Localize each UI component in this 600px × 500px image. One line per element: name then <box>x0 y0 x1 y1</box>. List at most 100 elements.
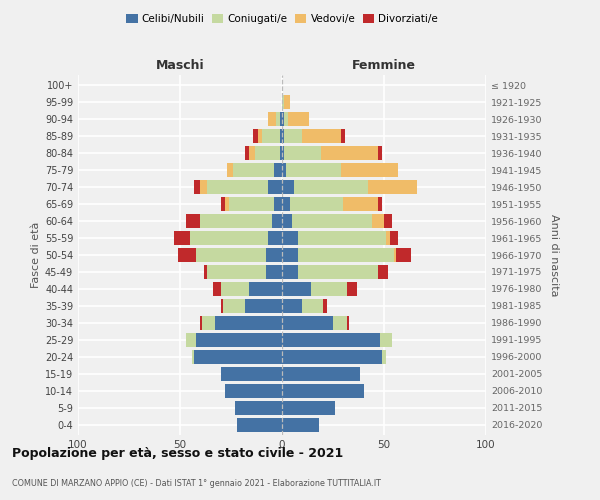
Y-axis label: Fasce di età: Fasce di età <box>31 222 41 288</box>
Bar <box>380 333 392 347</box>
Bar <box>233 163 274 177</box>
Text: Popolazione per età, sesso e stato civile - 2021: Popolazione per età, sesso e stato civil… <box>12 448 343 460</box>
Bar <box>256 146 280 160</box>
Bar <box>282 299 302 313</box>
Bar <box>235 401 282 415</box>
Bar <box>202 316 215 330</box>
Bar <box>298 231 386 245</box>
Bar <box>368 180 416 194</box>
Bar <box>282 401 335 415</box>
Bar <box>386 231 390 245</box>
Bar <box>282 367 359 381</box>
Bar <box>266 248 282 262</box>
Bar <box>282 282 311 296</box>
Bar <box>282 316 333 330</box>
Bar <box>302 129 341 143</box>
Bar <box>341 163 398 177</box>
Bar <box>282 248 298 262</box>
Bar <box>286 163 341 177</box>
Bar <box>237 418 282 432</box>
Y-axis label: Anni di nascita: Anni di nascita <box>549 214 559 296</box>
Bar <box>378 265 388 279</box>
Bar <box>311 282 347 296</box>
Bar <box>290 197 343 211</box>
Bar <box>190 231 268 245</box>
Bar <box>253 129 257 143</box>
Bar <box>229 197 274 211</box>
Bar <box>396 248 410 262</box>
Bar <box>282 214 292 228</box>
Bar <box>268 180 282 194</box>
Bar <box>272 214 282 228</box>
Bar <box>194 350 282 364</box>
Bar <box>280 129 282 143</box>
Bar <box>206 180 268 194</box>
Bar <box>282 231 298 245</box>
Bar <box>262 129 280 143</box>
Bar <box>382 350 386 364</box>
Bar <box>282 163 286 177</box>
Bar <box>221 282 250 296</box>
Bar <box>294 180 368 194</box>
Bar <box>282 265 298 279</box>
Bar <box>200 180 206 194</box>
Bar <box>178 248 196 262</box>
Bar <box>225 197 229 211</box>
Bar <box>212 282 221 296</box>
Bar <box>390 231 398 245</box>
Bar <box>282 384 364 398</box>
Bar <box>245 299 282 313</box>
Bar <box>282 333 380 347</box>
Bar <box>298 248 394 262</box>
Bar <box>225 384 282 398</box>
Bar <box>221 299 223 313</box>
Bar <box>343 197 378 211</box>
Text: COMUNE DI MARZANO APPIO (CE) - Dati ISTAT 1° gennaio 2021 - Elaborazione TUTTITA: COMUNE DI MARZANO APPIO (CE) - Dati ISTA… <box>12 479 381 488</box>
Bar <box>284 112 288 126</box>
Bar <box>282 95 284 109</box>
Bar <box>302 299 323 313</box>
Bar <box>280 112 282 126</box>
Bar <box>174 231 190 245</box>
Bar <box>292 214 372 228</box>
Bar <box>196 248 266 262</box>
Bar <box>333 316 347 330</box>
Bar <box>215 316 282 330</box>
Bar <box>378 197 382 211</box>
Bar <box>341 129 345 143</box>
Bar <box>280 146 282 160</box>
Bar <box>205 265 206 279</box>
Bar <box>276 112 280 126</box>
Bar <box>282 112 284 126</box>
Bar <box>323 299 327 313</box>
Bar <box>372 214 384 228</box>
Bar <box>250 146 256 160</box>
Bar <box>321 146 378 160</box>
Bar <box>284 129 302 143</box>
Bar <box>284 146 321 160</box>
Bar <box>394 248 396 262</box>
Bar <box>245 146 250 160</box>
Bar <box>282 180 294 194</box>
Bar <box>268 231 282 245</box>
Bar <box>206 265 266 279</box>
Bar <box>347 316 349 330</box>
Bar <box>194 180 200 194</box>
Bar <box>223 299 245 313</box>
Bar <box>347 282 358 296</box>
Bar <box>196 333 282 347</box>
Bar <box>200 316 202 330</box>
Bar <box>186 214 200 228</box>
Text: Femmine: Femmine <box>352 60 416 72</box>
Bar <box>282 350 382 364</box>
Bar <box>257 129 262 143</box>
Legend: Celibi/Nubili, Coniugati/e, Vedovi/e, Divorziati/e: Celibi/Nubili, Coniugati/e, Vedovi/e, Di… <box>122 10 442 29</box>
Bar <box>221 197 225 211</box>
Bar <box>192 350 194 364</box>
Bar <box>227 163 233 177</box>
Bar <box>282 129 284 143</box>
Bar <box>250 282 282 296</box>
Bar <box>268 112 276 126</box>
Bar <box>378 146 382 160</box>
Bar <box>274 197 282 211</box>
